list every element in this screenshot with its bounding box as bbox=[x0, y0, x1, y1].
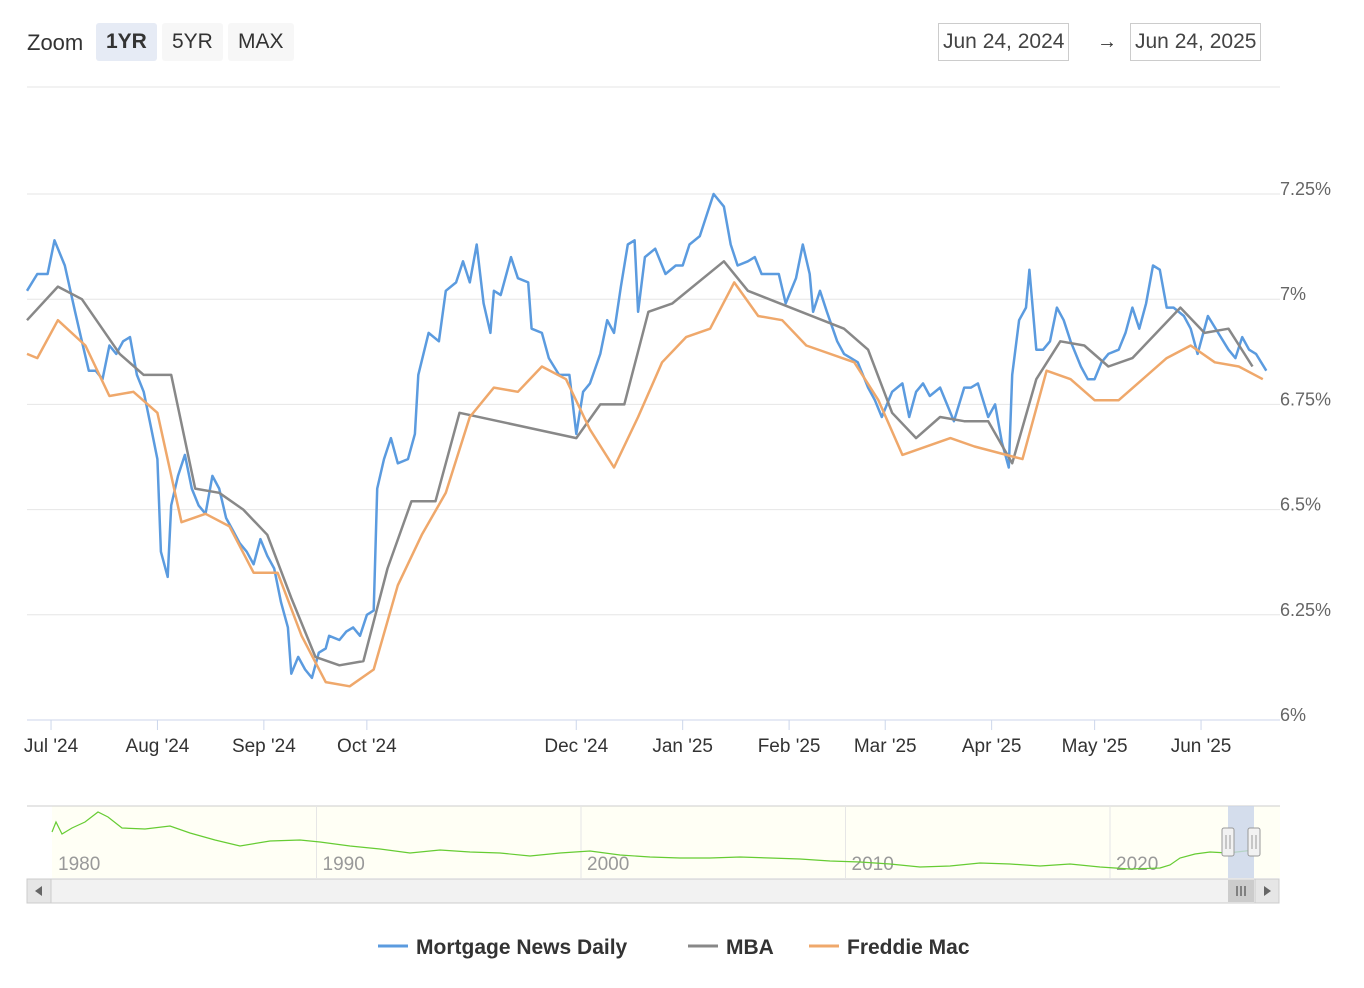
series-lines bbox=[25, 192, 1268, 688]
zoom-5yr-button[interactable]: 5YR bbox=[162, 23, 223, 61]
navigator-year-label: 1980 bbox=[58, 854, 100, 875]
legend-item-mortgage-news-daily[interactable]: Mortgage News Daily bbox=[416, 936, 628, 959]
y-tick-label: 7% bbox=[1280, 284, 1306, 304]
navigator-year-label: 2010 bbox=[852, 854, 894, 875]
navigator-year-label: 2020 bbox=[1116, 854, 1158, 875]
navigator-background bbox=[52, 806, 1280, 878]
x-tick-label: Feb '25 bbox=[758, 736, 821, 757]
series-line-mba[interactable] bbox=[26, 260, 1254, 667]
x-tick-label: May '25 bbox=[1062, 736, 1128, 757]
navigator-right-handle[interactable] bbox=[1247, 827, 1261, 857]
to-date-input[interactable]: Jun 24, 2025 bbox=[1130, 23, 1262, 61]
x-tick-label: Apr '25 bbox=[962, 736, 1022, 757]
series-line-mortgage-news-daily[interactable] bbox=[25, 192, 1268, 680]
x-tick-label: Sep '24 bbox=[232, 736, 296, 757]
y-axis-labels: 6% 6.25% 6.5% 6.75% 7% 7.25% bbox=[1280, 179, 1331, 725]
navigator-series bbox=[51, 811, 1255, 870]
legend-item-mba[interactable]: MBA bbox=[726, 936, 774, 959]
scroll-right-arrow-icon bbox=[1264, 886, 1271, 896]
legend[interactable]: Mortgage News Daily MBA Freddie Mac bbox=[378, 936, 970, 959]
x-tick-label: Jan '25 bbox=[652, 736, 713, 757]
scroll-left-arrow-icon bbox=[35, 886, 42, 896]
x-tick-label: Jul '24 bbox=[24, 736, 79, 757]
date-range-arrow: → bbox=[1097, 31, 1117, 53]
series-line-freddie-mac[interactable] bbox=[26, 281, 1264, 688]
x-axis-labels: Jul '24 Aug '24 Sep '24 Oct '24 Dec '24 Jan '… bbox=[24, 720, 1232, 757]
navigator-left-handle[interactable] bbox=[1221, 827, 1235, 857]
scrollbar-track[interactable] bbox=[26, 878, 1280, 904]
x-tick-label: Mar '25 bbox=[854, 736, 917, 757]
zoom-1yr-button[interactable]: 1YR bbox=[96, 23, 157, 61]
y-tick-label: 6.75% bbox=[1280, 389, 1331, 409]
grid-lines bbox=[27, 193, 1280, 616]
navigator-year-label: 1990 bbox=[323, 854, 365, 875]
from-date-input[interactable]: Jun 24, 2024 bbox=[938, 23, 1070, 61]
y-tick-label: 6.5% bbox=[1280, 495, 1321, 515]
navigator[interactable]: 1980 1990 2000 2010 2020 bbox=[27, 805, 1280, 878]
y-tick-label: 6% bbox=[1280, 705, 1306, 725]
legend-item-freddie-mac[interactable]: Freddie Mac bbox=[847, 936, 970, 959]
navigator-year-grid: 1980 1990 2000 2010 2020 bbox=[58, 806, 1158, 878]
y-tick-label: 6.25% bbox=[1280, 600, 1331, 620]
y-tick-label: 7.25% bbox=[1280, 179, 1331, 199]
x-tick-label: Jun '25 bbox=[1171, 736, 1232, 757]
x-tick-label: Aug '24 bbox=[126, 736, 190, 757]
zoom-max-button[interactable]: MAX bbox=[228, 23, 294, 61]
scrollbar[interactable] bbox=[26, 878, 1280, 904]
zoom-label: Zoom bbox=[27, 30, 84, 55]
navigator-year-label: 2000 bbox=[587, 854, 629, 875]
x-tick-label: Dec '24 bbox=[544, 736, 608, 757]
x-tick-label: Oct '24 bbox=[337, 736, 397, 757]
